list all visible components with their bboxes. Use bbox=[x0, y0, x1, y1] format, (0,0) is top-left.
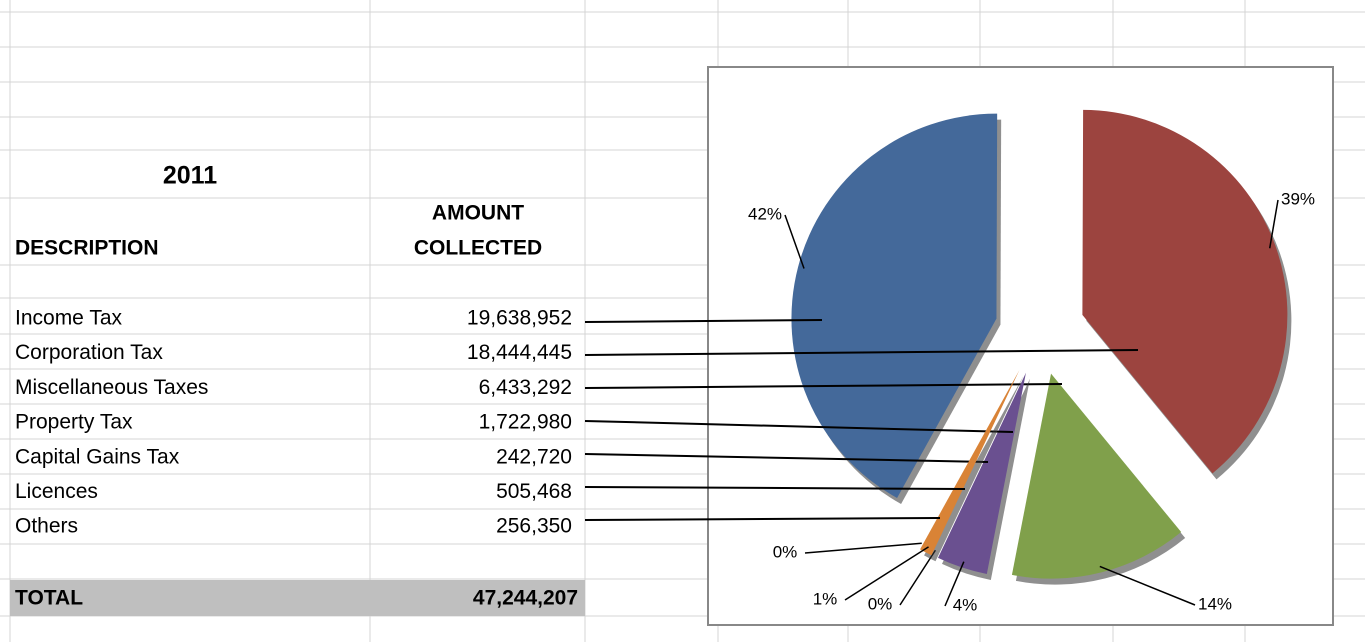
data-label: 14% bbox=[1198, 594, 1232, 613]
pie-slice bbox=[1082, 109, 1288, 474]
row-connector bbox=[584, 319, 823, 323]
row-description: Income Tax bbox=[15, 307, 122, 330]
data-label: 0% bbox=[773, 542, 798, 561]
pie-slice bbox=[791, 113, 998, 498]
row-amount: 19,638,952 bbox=[467, 307, 572, 330]
data-label: 4% bbox=[953, 595, 978, 614]
row-description: Corporation Tax bbox=[15, 341, 163, 364]
pie-slice bbox=[938, 372, 1026, 574]
row-connector bbox=[584, 486, 966, 490]
total-row-fill bbox=[10, 580, 585, 616]
year: 2011 bbox=[163, 162, 217, 190]
row-connector bbox=[584, 517, 941, 521]
row-description: Others bbox=[15, 515, 78, 538]
row-description: Property Tax bbox=[15, 411, 133, 434]
row-connector bbox=[584, 383, 1063, 389]
leader-line bbox=[899, 549, 937, 606]
data-label: 1% bbox=[813, 589, 838, 608]
header-collected: COLLECTED bbox=[414, 237, 542, 260]
row-amount: 242,720 bbox=[496, 445, 572, 468]
leader-line bbox=[844, 546, 929, 601]
row-amount: 1,722,980 bbox=[479, 411, 572, 434]
row-description: Miscellaneous Taxes bbox=[15, 376, 208, 399]
row-amount: 256,350 bbox=[496, 515, 572, 538]
data-label: 42% bbox=[748, 204, 782, 223]
row-amount: 505,468 bbox=[496, 480, 572, 503]
leader-line bbox=[944, 561, 965, 607]
row-description: Licences bbox=[15, 480, 98, 503]
header-description: DESCRIPTION bbox=[15, 237, 159, 260]
total-amount: 47,244,207 bbox=[473, 587, 578, 610]
leader-line bbox=[1099, 565, 1196, 606]
leader-line bbox=[804, 542, 922, 554]
header-amount: AMOUNT bbox=[432, 202, 524, 225]
row-connector bbox=[584, 453, 989, 463]
row-connector bbox=[584, 420, 1014, 433]
row-amount: 18,444,445 bbox=[467, 341, 572, 364]
total-label: TOTAL bbox=[15, 587, 83, 610]
leader-line bbox=[1268, 199, 1279, 249]
row-connector bbox=[584, 349, 1139, 356]
data-label: 39% bbox=[1281, 189, 1315, 208]
data-label: 0% bbox=[868, 594, 893, 613]
leader-line bbox=[784, 214, 805, 269]
pie-slice bbox=[1011, 373, 1182, 579]
row-amount: 6,433,292 bbox=[479, 376, 572, 399]
row-description: Capital Gains Tax bbox=[15, 445, 180, 468]
pie-slice bbox=[920, 370, 1020, 556]
